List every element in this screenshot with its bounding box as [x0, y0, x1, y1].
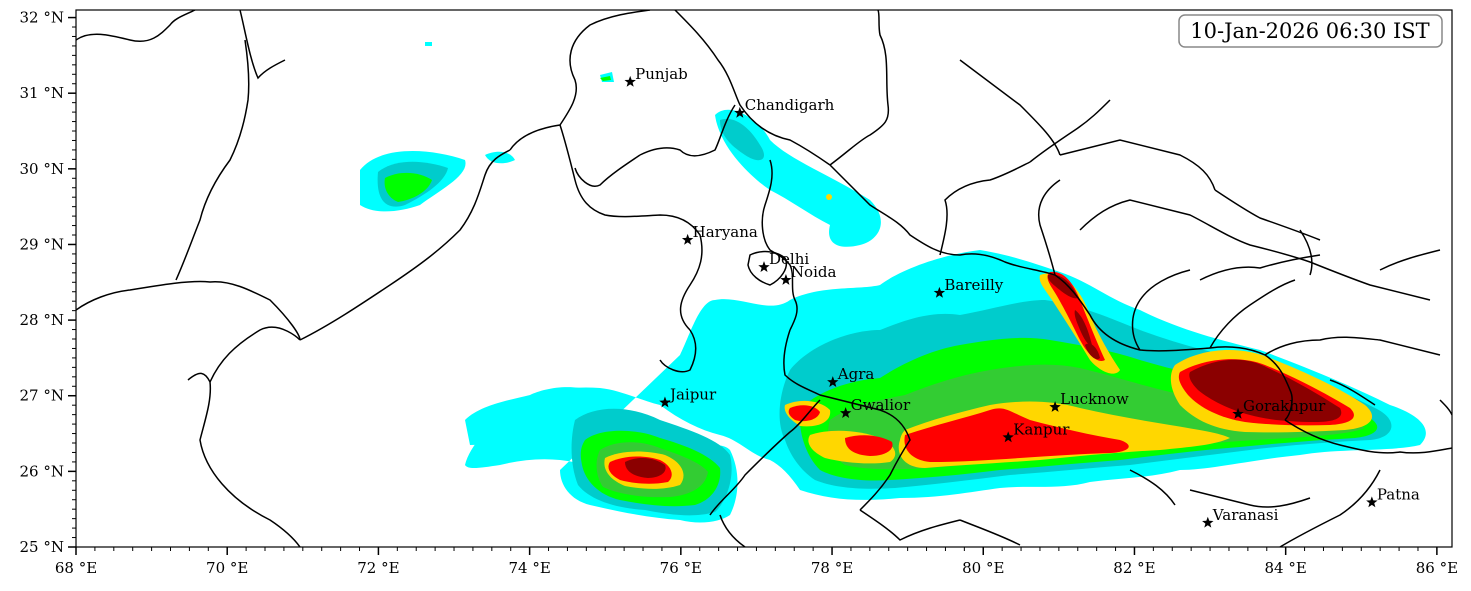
rain-spot [826, 194, 832, 200]
y-tick-label: 28 °N [20, 311, 64, 329]
city-marker-icon [1002, 431, 1014, 443]
city-label: Bareilly [944, 276, 1003, 294]
x-tick-label: 86 °E [1416, 559, 1458, 577]
x-tick-label: 78 °E [811, 559, 853, 577]
city-label: Haryana [693, 223, 758, 241]
city-label: Noida [791, 263, 837, 281]
y-tick-label: 26 °N [20, 462, 64, 480]
timestamp-label: 10-Jan-2026 06:30 IST [1190, 19, 1429, 43]
boundaries [76, 10, 1452, 547]
city-label: Delhi [769, 250, 809, 268]
timestamp-box: 10-Jan-2026 06:30 IST [1178, 14, 1443, 48]
city-label: Lucknow [1060, 390, 1129, 408]
city-label: Kanpur [1013, 420, 1070, 438]
y-tick-label: 32 °N [20, 9, 64, 27]
city-marker-icon [659, 396, 671, 408]
x-tick-label: 80 °E [962, 559, 1004, 577]
x-tick-label: 82 °E [1113, 559, 1155, 577]
city-marker-icon [734, 106, 746, 118]
plot-frame [75, 9, 1453, 548]
city-marker-icon [933, 286, 946, 298]
x-tick-label: 72 °E [357, 559, 399, 577]
city-label: Varanasi [1212, 506, 1279, 524]
city-label: Patna [1377, 485, 1420, 503]
city-marker-icon [758, 261, 770, 273]
city-label: Jaipur [668, 386, 717, 404]
city-label: Agra [837, 365, 875, 383]
x-tick-label: 84 °E [1265, 559, 1307, 577]
x-tick-label: 70 °E [206, 559, 248, 577]
city-marker-icon [624, 75, 636, 87]
y-tick-label: 29 °N [20, 235, 64, 253]
city-marker-icon [780, 274, 792, 285]
city-marker-icon [1366, 496, 1378, 508]
axes: 68 °E 70 °E 72 °E 74 °E 76 °E 78 °E 80 °E 82 °E… [20, 9, 1459, 577]
city-marker-icon [681, 233, 694, 245]
y-tick-label: 30 °N [20, 160, 64, 178]
x-tick-label: 68 °E [55, 559, 97, 577]
x-tick-label: 76 °E [660, 559, 702, 577]
city-marker-icon [839, 407, 852, 418]
rain-level-7 [625, 274, 1342, 478]
x-tick-label: 74 °E [508, 559, 550, 577]
city-marker-icon [1049, 401, 1061, 412]
city-label: Gwalior [851, 396, 911, 414]
city-marker-icon [1202, 516, 1214, 528]
y-tick-label: 27 °N [20, 387, 64, 405]
city-marker-icon [1232, 407, 1244, 419]
y-tick-label: 31 °N [20, 84, 64, 102]
city-marker-icon [827, 376, 839, 387]
city-label: Punjab [635, 65, 688, 83]
city-label: Chandigarh [745, 96, 835, 114]
y-tick-label: 25 °N [20, 538, 64, 556]
city-label: Gorakhpur [1243, 397, 1326, 415]
